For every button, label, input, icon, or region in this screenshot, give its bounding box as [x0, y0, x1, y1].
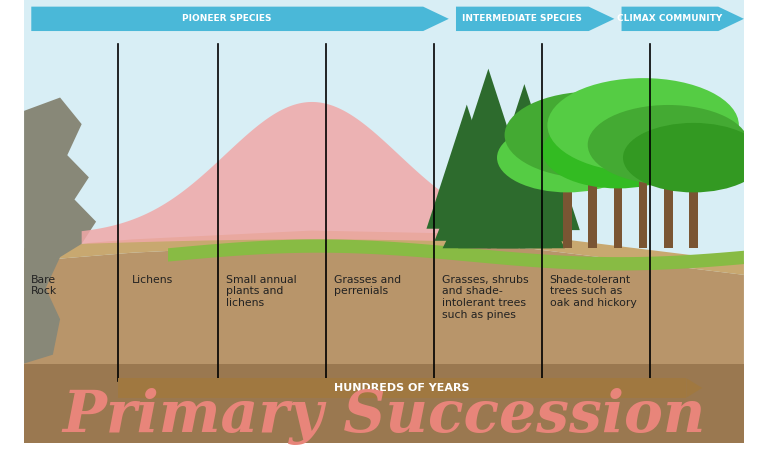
Bar	[664, 184, 673, 248]
Text: Small annual
plants and
lichens: Small annual plants and lichens	[226, 275, 296, 308]
Bar	[563, 193, 572, 248]
Polygon shape	[24, 244, 744, 443]
Polygon shape	[456, 7, 614, 31]
Text: Grasses, shrubs
and shade-
intolerant trees
such as pines: Grasses, shrubs and shade- intolerant tr…	[442, 275, 528, 320]
Text: PIONEER SPECIES: PIONEER SPECIES	[183, 14, 272, 23]
Polygon shape	[24, 364, 744, 443]
Polygon shape	[512, 166, 572, 241]
Bar	[24, 0, 744, 381]
Text: Lichens: Lichens	[132, 275, 174, 285]
Text: Shade-tolerant
trees such as
oak and hickory: Shade-tolerant trees such as oak and hic…	[550, 275, 637, 308]
Ellipse shape	[505, 92, 681, 179]
Ellipse shape	[588, 105, 749, 184]
Polygon shape	[458, 186, 518, 248]
Polygon shape	[475, 135, 538, 233]
Text: Grasses and
perrenials: Grasses and perrenials	[333, 275, 401, 296]
Text: Bare
Rock: Bare Rock	[31, 275, 58, 296]
Polygon shape	[520, 202, 564, 248]
Ellipse shape	[542, 114, 694, 189]
Polygon shape	[488, 209, 525, 248]
Text: CLIMAX COMMUNITY: CLIMAX COMMUNITY	[617, 14, 723, 23]
Polygon shape	[687, 378, 702, 398]
Polygon shape	[497, 192, 552, 248]
Polygon shape	[24, 230, 744, 275]
Polygon shape	[621, 7, 744, 31]
Text: Primary Succession: Primary Succession	[62, 388, 706, 445]
Text: HUNDREDS OF YEARS: HUNDREDS OF YEARS	[334, 383, 470, 393]
Ellipse shape	[497, 123, 638, 193]
Polygon shape	[488, 147, 561, 240]
Bar	[614, 189, 622, 248]
Bar	[639, 172, 647, 248]
Polygon shape	[505, 115, 580, 230]
Bar	[689, 193, 698, 248]
Text: INTERMEDIATE SPECIES: INTERMEDIATE SPECIES	[462, 14, 582, 23]
Polygon shape	[438, 69, 539, 224]
Polygon shape	[448, 138, 528, 239]
Polygon shape	[478, 84, 571, 226]
Polygon shape	[168, 239, 744, 271]
Polygon shape	[442, 198, 491, 248]
Polygon shape	[435, 160, 499, 241]
Polygon shape	[24, 97, 96, 364]
Polygon shape	[31, 7, 449, 31]
Ellipse shape	[623, 123, 764, 193]
Ellipse shape	[548, 78, 739, 172]
Polygon shape	[481, 179, 531, 243]
Bar	[588, 179, 597, 248]
Polygon shape	[81, 102, 542, 244]
Polygon shape	[426, 105, 507, 229]
Bar	[118, 378, 687, 398]
